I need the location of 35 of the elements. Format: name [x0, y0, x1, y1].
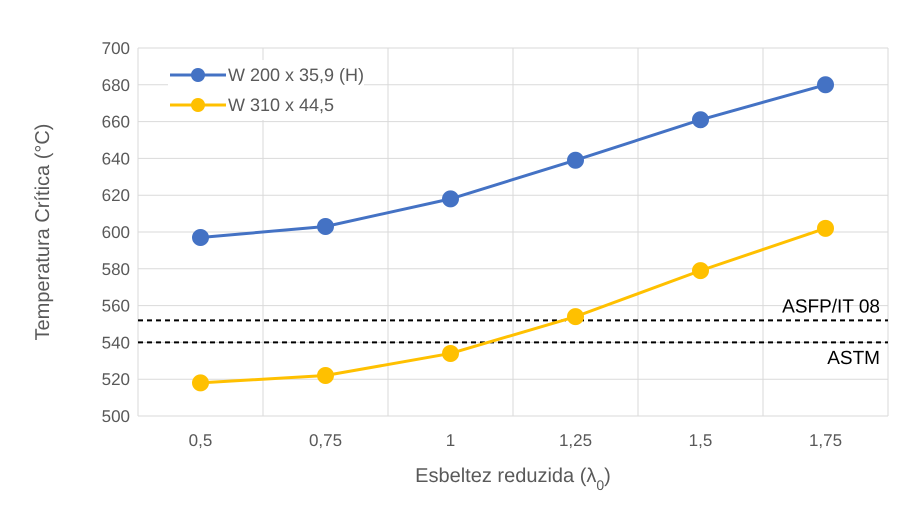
ref-line-label: ASFP/IT 08: [782, 296, 880, 318]
ref-line-label: ASTM: [827, 348, 880, 369]
point: [317, 367, 334, 384]
legend-label: W 310 x 44,5: [228, 94, 334, 116]
point: [442, 190, 459, 208]
x-axis-title: Esbeltez reduzida (λ$_{0}$): [415, 465, 611, 493]
y-tick-label: 520: [102, 370, 130, 390]
x-tick-label: 0,75: [308, 431, 342, 450]
x-tick-label: 1,75: [808, 431, 842, 450]
y-axis-title: Temperatura Crítica (°C): [32, 124, 54, 340]
x-tick-label: 1,5: [688, 431, 712, 450]
point: [567, 152, 584, 169]
point: [567, 308, 584, 326]
y-tick-label: 600: [102, 223, 130, 242]
point: [192, 229, 209, 246]
x-tick-label: 0,5: [188, 431, 212, 450]
x-tick-label: 1,25: [558, 431, 592, 450]
y-tick-label: 500: [102, 407, 130, 426]
point: [817, 220, 834, 237]
y-tick-label: 620: [102, 186, 130, 206]
y-tick-label: 640: [102, 149, 130, 168]
y-tick-label: 580: [102, 260, 130, 279]
y-tick-label: 560: [102, 296, 130, 316]
legend-label: W 200 x 35,9 (H): [228, 64, 364, 86]
point: [692, 262, 709, 280]
x-tick-label: 1: [446, 431, 456, 450]
y-tick-label: 700: [102, 39, 130, 58]
point: [192, 374, 209, 392]
y-tick-label: 540: [102, 333, 130, 352]
y-tick-label: 680: [102, 76, 130, 95]
point: [692, 111, 709, 128]
y-tick-label: 660: [102, 112, 130, 132]
point: [817, 76, 834, 94]
point: [442, 344, 459, 362]
point: [317, 218, 334, 235]
